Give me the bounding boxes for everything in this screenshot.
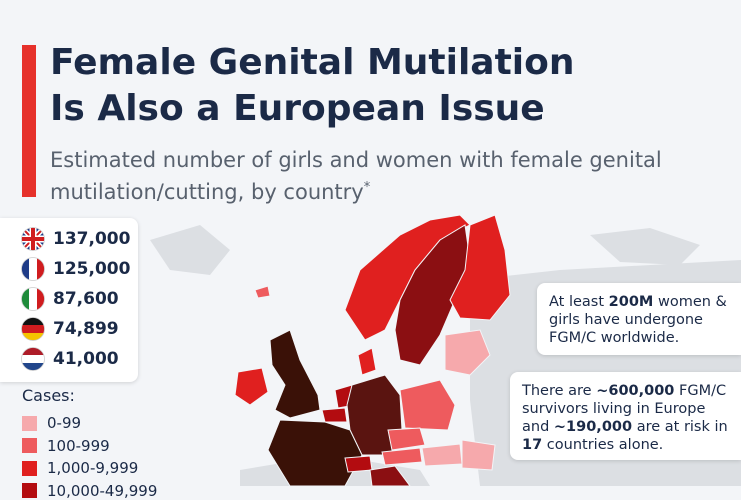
callout-text: 17 <box>522 437 543 453</box>
callout-text: FGM/C survivors living in Europe and <box>522 383 727 435</box>
page: {"title_lines": ["Female Genital Mutilat… <box>0 40 741 500</box>
legend-item: 10,000-49,999 <box>22 482 157 500</box>
legend-item: 0-99 <box>22 414 81 432</box>
legend-swatch <box>22 483 37 498</box>
country-row: 41,000 <box>0 344 119 374</box>
subtitle-line: mutilation/cutting, by country* <box>50 174 662 206</box>
legend-title: Cases: <box>22 386 75 405</box>
flag <box>21 317 45 341</box>
country-row: 74,899 <box>0 314 119 344</box>
hungary <box>421 443 463 467</box>
callout-text: women & girls have undergone FGM/C world… <box>549 294 727 346</box>
subtitle-line: Estimated number of girls and women with… <box>50 148 662 172</box>
countries <box>234 214 511 486</box>
callout-text: At least <box>549 294 609 310</box>
callout: There are ~600,000 FGM/C survivors livin… <box>510 372 741 460</box>
country-value: 74,899 <box>53 319 119 339</box>
country-row: 137,000 <box>0 224 130 254</box>
country-value: 137,000 <box>53 229 131 249</box>
legend-swatch <box>22 415 37 431</box>
country-value: 41,000 <box>53 349 119 369</box>
legend-label: 0-99 <box>47 414 82 432</box>
czechia <box>387 427 426 451</box>
denmark <box>357 347 377 376</box>
ireland <box>234 367 269 406</box>
legend-item: 100-999 <box>22 437 110 455</box>
uk <box>269 329 321 419</box>
subtitle: Estimated number of girls and women with… <box>50 146 662 206</box>
callout-text: are at risk in <box>632 419 728 435</box>
legend-label: 100-999 <box>47 436 110 455</box>
flag <box>21 287 45 311</box>
belgium <box>321 407 348 423</box>
switzerland <box>344 455 373 473</box>
legend-label: 1,000-9,999 <box>47 459 139 477</box>
italy <box>369 465 411 486</box>
country-row: 125,000 <box>0 254 130 284</box>
callout-text: ~600,000 <box>596 383 675 399</box>
accent-bar <box>22 45 36 197</box>
legend-label: 10,000-49,999 <box>47 481 158 500</box>
callout: At least 200M women & girls have undergo… <box>537 283 741 355</box>
flag <box>21 227 45 251</box>
flag <box>21 347 45 371</box>
romania <box>461 439 496 471</box>
subtitle-text: mutilation/cutting, by country <box>50 180 364 204</box>
baltics <box>444 329 491 376</box>
iceland <box>254 285 271 299</box>
footnote-mark: * <box>363 180 371 195</box>
legend-swatch <box>22 460 37 476</box>
poland <box>399 379 456 431</box>
country-row: 87,600 <box>0 284 119 314</box>
callout-text: There are <box>522 383 597 399</box>
legend-item: 1,000-9,999 <box>22 459 138 477</box>
callout-text: ~190,000 <box>553 419 633 435</box>
austria <box>381 447 423 466</box>
flag <box>21 257 45 281</box>
country-value: 125,000 <box>53 259 131 279</box>
callout-text: countries alone. <box>542 437 664 453</box>
legend-swatch <box>22 438 37 453</box>
top-countries: 137,000 125,000 87,600 74,899 41,000 <box>0 218 138 382</box>
title-line: Is Also a European Issue <box>50 88 545 129</box>
title-line: Female Genital Mutilation <box>50 42 575 83</box>
callout-text: 200M <box>608 294 654 310</box>
country-value: 87,600 <box>53 289 119 309</box>
finland <box>449 214 511 321</box>
title: Female Genital Mutilation Is Also a Euro… <box>50 40 575 132</box>
